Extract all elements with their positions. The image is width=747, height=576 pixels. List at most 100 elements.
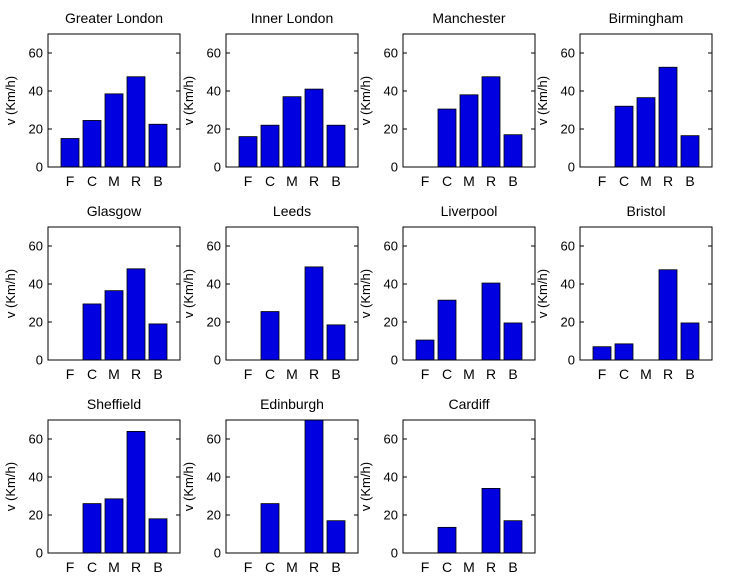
bar — [104, 290, 124, 361]
x-tick-label: M — [108, 559, 120, 575]
bar — [326, 124, 346, 168]
x-tick-label: R — [131, 366, 141, 382]
axes-box — [47, 33, 181, 168]
x-tick-label: B — [508, 173, 517, 189]
x-tick-label: F — [244, 366, 253, 382]
x-tick-label: B — [331, 559, 340, 575]
x-tick-label: C — [87, 559, 97, 575]
bar — [481, 76, 501, 168]
x-tick-label: R — [309, 366, 319, 382]
x-tick-label: F — [598, 366, 607, 382]
bar — [636, 97, 656, 168]
bar — [437, 526, 457, 554]
bar — [304, 266, 324, 361]
x-tick-label: M — [463, 559, 475, 575]
x-tick-label: R — [131, 559, 141, 575]
y-tick-label: 60 — [29, 239, 43, 254]
y-tick-label: 40 — [384, 470, 398, 485]
y-tick-label: 60 — [561, 239, 575, 254]
y-tick-label: 40 — [207, 84, 221, 99]
panel-title: Cardiff — [449, 396, 490, 412]
bar — [680, 322, 700, 361]
bar — [614, 343, 634, 361]
panel: 0 20 40 60 F C M R B Inner London v (Km/h) — [181, 10, 359, 189]
x-tick-label: B — [685, 366, 694, 382]
y-tick-label: 20 — [29, 315, 43, 330]
axes-box — [579, 33, 713, 168]
panel-title: Sheffield — [87, 396, 141, 412]
bar — [481, 487, 501, 554]
x-tick-label: F — [421, 173, 430, 189]
y-tick-label: 20 — [561, 315, 575, 330]
panel-title: Liverpool — [441, 203, 498, 219]
y-axis-label: v (Km/h) — [535, 76, 550, 125]
y-tick-label: 20 — [561, 122, 575, 137]
y-tick-label: 20 — [29, 122, 43, 137]
y-tick-label: 20 — [384, 508, 398, 523]
y-tick-label: 0 — [391, 353, 398, 368]
y-tick-label: 40 — [561, 84, 575, 99]
bar — [503, 520, 523, 554]
bar — [415, 339, 435, 361]
panel: 0 20 40 60 F C M R B Birmingham v (Km/h) — [535, 10, 713, 189]
bar — [503, 134, 523, 168]
axes-box — [47, 226, 181, 361]
y-tick-label: 40 — [561, 277, 575, 292]
x-tick-label: F — [244, 173, 253, 189]
bar — [437, 108, 457, 168]
panel: 0 20 40 60 F C M R B Glasgow v (Km/h) — [3, 203, 181, 382]
panel-title: Glasgow — [87, 203, 142, 219]
bar — [481, 282, 501, 361]
x-tick-label: B — [331, 366, 340, 382]
x-tick-label: C — [87, 366, 97, 382]
bar — [304, 419, 324, 554]
y-tick-label: 0 — [36, 546, 43, 561]
x-tick-label: B — [153, 559, 162, 575]
x-tick-label: B — [153, 366, 162, 382]
y-tick-label: 20 — [384, 315, 398, 330]
bar — [658, 66, 678, 168]
bar — [260, 311, 280, 361]
y-tick-label: 40 — [207, 470, 221, 485]
x-tick-label: C — [265, 559, 275, 575]
x-tick-label: F — [598, 173, 607, 189]
y-tick-label: 40 — [29, 277, 43, 292]
bar — [658, 269, 678, 361]
bar — [326, 324, 346, 361]
axes-box — [47, 419, 181, 554]
axes-box — [225, 419, 359, 554]
panel: 0 20 40 60 F C M R B Greater London v (Km/h) — [3, 10, 181, 189]
bar — [82, 120, 102, 168]
x-tick-label: F — [421, 559, 430, 575]
bar — [304, 88, 324, 168]
y-tick-label: 40 — [207, 277, 221, 292]
y-axis-label: v (Km/h) — [181, 462, 196, 511]
bar — [459, 94, 479, 168]
panel-title: Birmingham — [609, 10, 684, 26]
y-tick-label: 0 — [214, 160, 221, 175]
y-tick-label: 0 — [568, 160, 575, 175]
x-tick-label: R — [131, 173, 141, 189]
panel: 0 20 40 60 F C M R B Leeds v (Km/h) — [181, 203, 359, 382]
x-tick-label: B — [508, 366, 517, 382]
bar — [126, 76, 146, 168]
x-tick-label: R — [486, 559, 496, 575]
y-axis-label: v (Km/h) — [181, 269, 196, 318]
y-tick-label: 40 — [29, 84, 43, 99]
x-tick-label: B — [685, 173, 694, 189]
panel: 0 20 40 60 F C M R B Bristol v (Km/h) — [535, 203, 713, 382]
x-tick-label: C — [619, 366, 629, 382]
bar — [148, 518, 168, 554]
bar — [592, 346, 612, 361]
y-tick-label: 60 — [561, 46, 575, 61]
x-tick-label: F — [66, 173, 75, 189]
y-axis-label: v (Km/h) — [3, 269, 18, 318]
y-axis-label: v (Km/h) — [358, 269, 373, 318]
bar — [148, 323, 168, 361]
y-tick-label: 60 — [384, 239, 398, 254]
x-tick-label: B — [331, 173, 340, 189]
bar — [437, 299, 457, 361]
y-tick-label: 60 — [384, 46, 398, 61]
panel: 0 20 40 60 F C M R B Sheffield v (Km/h) — [3, 396, 181, 575]
x-tick-label: M — [286, 366, 298, 382]
